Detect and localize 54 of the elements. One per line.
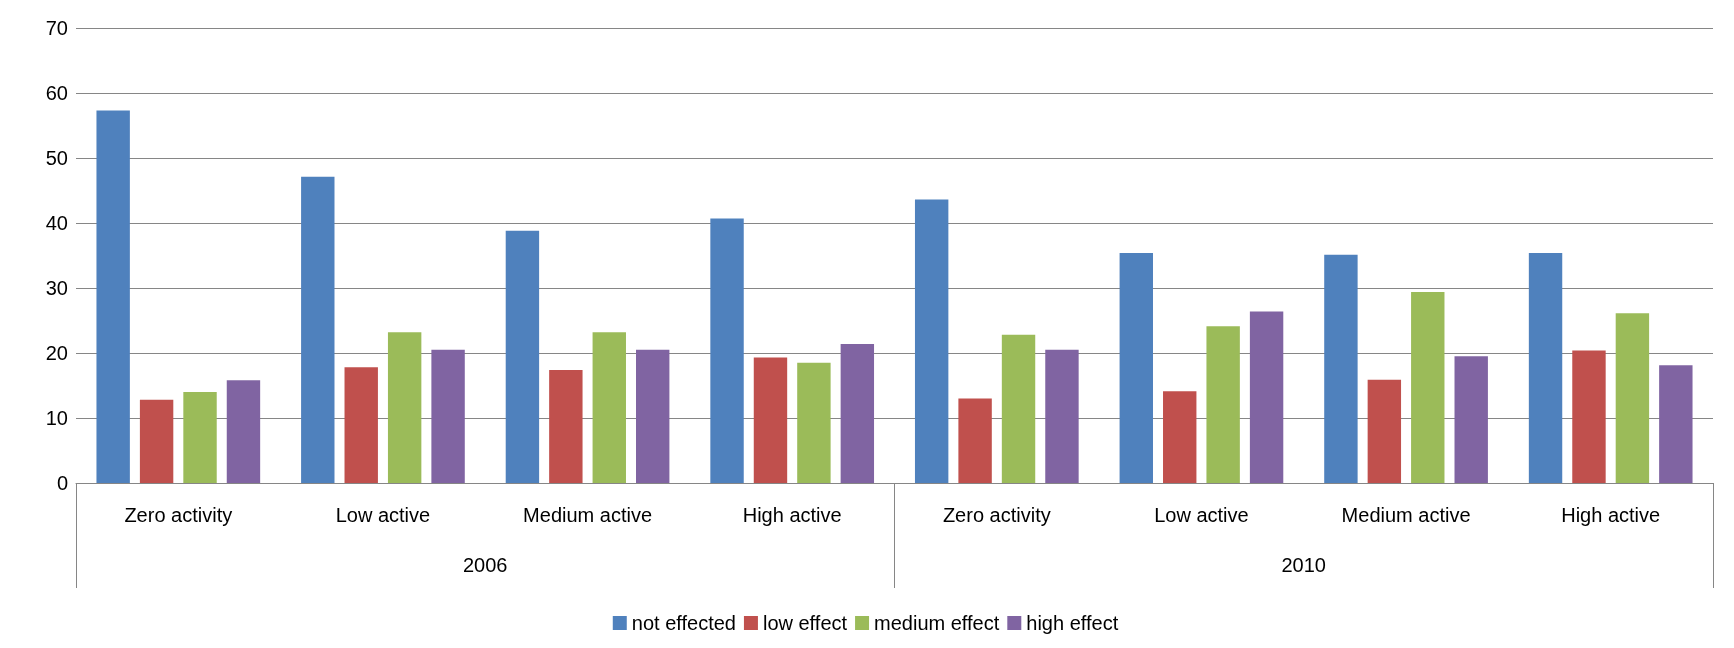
bar bbox=[797, 362, 831, 483]
bar bbox=[1001, 334, 1036, 483]
bar bbox=[1163, 391, 1197, 483]
bar bbox=[1206, 326, 1240, 483]
bar bbox=[226, 380, 261, 483]
legend-label: not effected bbox=[631, 612, 736, 634]
bar bbox=[840, 343, 875, 483]
bar bbox=[636, 349, 670, 483]
bar bbox=[505, 230, 540, 483]
text: 2006 bbox=[463, 554, 508, 576]
y-tick-label: 10 bbox=[45, 407, 68, 429]
x-tick-label: Low active bbox=[1154, 504, 1249, 526]
y-tick-label: 0 bbox=[56, 472, 68, 494]
bar bbox=[958, 398, 992, 483]
legend-label: high effect bbox=[1026, 612, 1119, 634]
legend-label: low effect bbox=[762, 612, 848, 634]
bar bbox=[1119, 252, 1153, 483]
bar bbox=[301, 176, 335, 483]
y-tick-label: 30 bbox=[45, 277, 68, 299]
bar bbox=[753, 357, 788, 483]
bar bbox=[710, 218, 744, 483]
legend-label: medium effect bbox=[874, 612, 1000, 634]
bar bbox=[1528, 252, 1563, 483]
x-tick-label: Zero activity bbox=[942, 504, 1051, 526]
y-tick-label: 70 bbox=[45, 17, 68, 39]
bar bbox=[431, 349, 465, 483]
bar bbox=[1324, 254, 1358, 483]
bar bbox=[549, 369, 583, 483]
y-tick-label: 50 bbox=[45, 147, 68, 169]
bar bbox=[1249, 311, 1284, 483]
bar bbox=[1615, 313, 1650, 483]
bar bbox=[387, 332, 422, 483]
bar bbox=[344, 367, 378, 483]
bar bbox=[1454, 356, 1488, 483]
bar bbox=[592, 332, 626, 483]
y-tick-label: 60 bbox=[45, 82, 68, 104]
x-tick-label: Medium active bbox=[1341, 504, 1471, 526]
bar bbox=[1411, 291, 1445, 483]
x-tick-label: Low active bbox=[335, 504, 431, 526]
x-tick-label: High active bbox=[742, 504, 842, 526]
x-tick-label: Zero activity bbox=[124, 504, 233, 526]
bar bbox=[139, 399, 174, 483]
bar bbox=[1045, 349, 1079, 483]
bar bbox=[914, 199, 949, 483]
y-tick-label: 20 bbox=[45, 342, 68, 364]
y-tick-label: 40 bbox=[45, 212, 68, 234]
bar bbox=[1367, 379, 1402, 483]
x-tick-label: Medium active bbox=[523, 504, 653, 526]
bar bbox=[96, 110, 130, 483]
x-tick-label: High active bbox=[1561, 504, 1661, 526]
bar bbox=[1572, 350, 1606, 483]
text: 2010 bbox=[1281, 554, 1326, 576]
bar bbox=[1659, 365, 1693, 483]
bar bbox=[183, 392, 217, 483]
